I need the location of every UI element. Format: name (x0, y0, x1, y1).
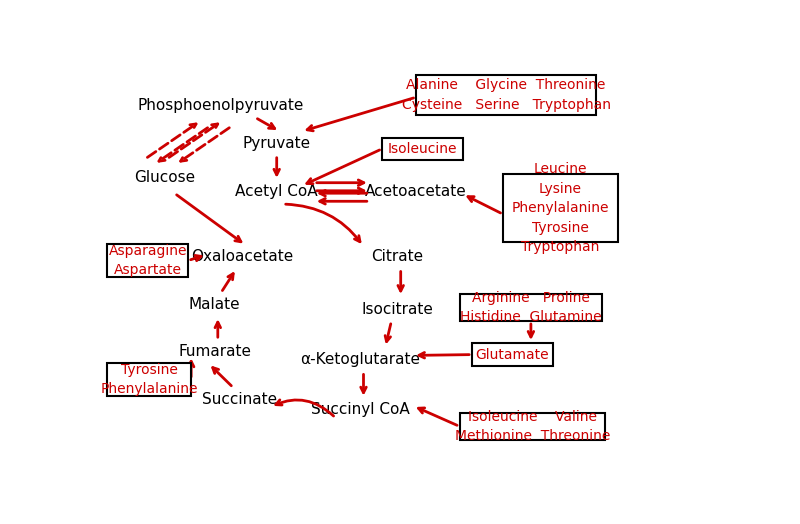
FancyBboxPatch shape (459, 413, 606, 440)
Text: Citrate: Citrate (371, 249, 424, 264)
Text: Phosphoenolpyruvate: Phosphoenolpyruvate (138, 98, 304, 113)
Text: Alanine    Glycine  Threonine
Cysteine   Serine   Tryptophan: Alanine Glycine Threonine Cysteine Serin… (402, 79, 610, 112)
Text: Acetoacetate: Acetoacetate (366, 184, 467, 200)
Text: Glucose: Glucose (134, 170, 196, 185)
Text: Isoleucine: Isoleucine (388, 142, 457, 156)
Text: Tyrosine
Phenylalanine: Tyrosine Phenylalanine (101, 363, 198, 396)
Text: Fumarate: Fumarate (178, 344, 251, 359)
Text: Pyruvate: Pyruvate (242, 136, 310, 151)
FancyBboxPatch shape (503, 174, 618, 243)
Text: Malate: Malate (189, 298, 241, 312)
FancyBboxPatch shape (107, 244, 188, 277)
Text: Isocitrate: Isocitrate (362, 301, 434, 316)
Text: Leucine
Lysine
Phenylalanine
Tyrosine
Tryptophan: Leucine Lysine Phenylalanine Tyrosine Tr… (512, 162, 609, 254)
FancyBboxPatch shape (107, 364, 191, 396)
FancyBboxPatch shape (459, 293, 602, 321)
FancyBboxPatch shape (472, 343, 553, 366)
Text: Glutamate: Glutamate (475, 347, 549, 362)
Text: α-Ketoglutarate: α-Ketoglutarate (301, 352, 421, 367)
FancyBboxPatch shape (382, 138, 462, 160)
Text: Asparagine
Aspartate: Asparagine Aspartate (109, 244, 187, 277)
Text: Isoleucine    Valine
Methionine  Threonine: Isoleucine Valine Methionine Threonine (454, 410, 610, 443)
Text: Succinate: Succinate (202, 392, 277, 407)
Text: Oxaloacetate: Oxaloacetate (191, 249, 294, 264)
Text: Arginine   Proline
Histidine  Glutamine: Arginine Proline Histidine Glutamine (460, 291, 602, 324)
Text: Acetyl CoA: Acetyl CoA (235, 184, 318, 200)
Text: Succinyl CoA: Succinyl CoA (311, 402, 410, 418)
FancyBboxPatch shape (416, 75, 596, 115)
